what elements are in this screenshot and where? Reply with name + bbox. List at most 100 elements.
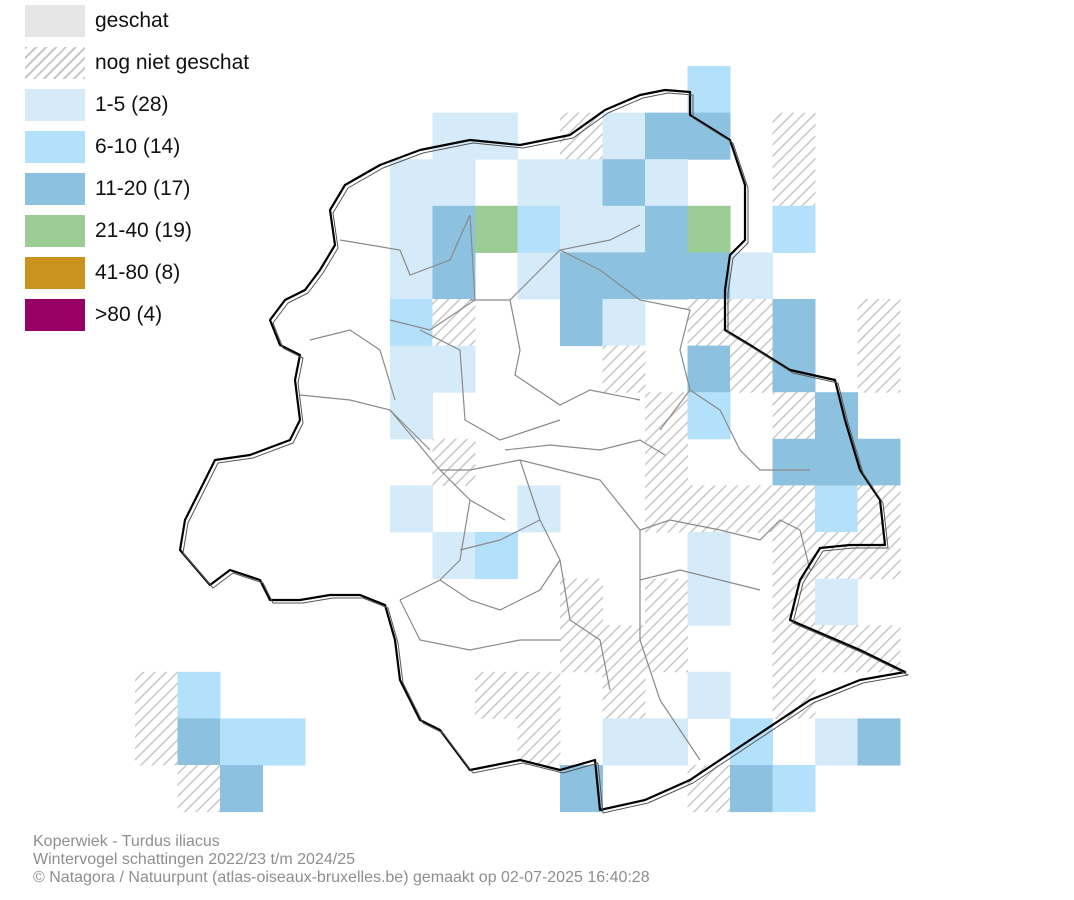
grid-cell-1-5 [815, 718, 858, 766]
legend-item-21-40: 21-40 (19) [25, 210, 345, 252]
grid-cell-6-10 [475, 532, 518, 580]
grid-cell-11-20 [602, 159, 646, 207]
grid-cell-1-5 [730, 252, 773, 300]
grid-cell-11-20 [687, 345, 731, 393]
grid-cell-6-10 [517, 205, 561, 253]
grid-cell-not-estimated [815, 532, 858, 580]
grid-cell-not-estimated [432, 299, 476, 347]
legend-label: 11-20 (17) [95, 177, 191, 200]
grid-cell-11-20 [772, 438, 816, 486]
grid-cell-not-estimated [645, 485, 688, 533]
grid-cell-1-5 [687, 532, 731, 580]
grid-cell-not-estimated [857, 625, 901, 673]
grid-cell-not-estimated [687, 299, 731, 347]
grid-cells [135, 66, 901, 813]
legend-label: 6-10 (14) [95, 135, 181, 158]
grid-cell-11-20 [432, 205, 476, 253]
grid-cell-not-estimated [730, 485, 773, 533]
grid-cell-11-20 [177, 718, 221, 766]
copyright-line: © Natagora / Natuurpunt (atlas-oiseaux-b… [33, 869, 650, 886]
grid-cell-6-10 [772, 205, 816, 253]
grid-cell-6-10 [220, 718, 263, 766]
legend-item-11-20: 11-20 (17) [25, 168, 345, 210]
grid-cell-1-5 [432, 159, 476, 207]
grid-cell-1-5 [560, 159, 603, 207]
grid-cell-1-5 [517, 159, 561, 207]
grid-cell-1-5 [645, 159, 688, 207]
grid-cell-1-5 [687, 578, 731, 626]
grid-cell-1-5 [390, 205, 433, 253]
grid-cell-1-5 [602, 718, 646, 766]
grid-cell-not-estimated [857, 532, 901, 580]
grid-cell-not-estimated [432, 438, 476, 486]
grid-cell-11-20 [432, 252, 476, 300]
grid-cell-not-estimated [772, 159, 816, 207]
legend-swatch-1-5 [25, 89, 85, 121]
grid-cell-not-estimated [602, 345, 646, 393]
legend-label: 21-40 (19) [95, 219, 192, 242]
grid-cell-not-estimated [645, 578, 688, 626]
grid-cell-6-10 [262, 718, 306, 766]
grid-cell-1-5 [390, 485, 433, 533]
grid-cell-11-20 [815, 392, 858, 440]
legend-swatch-21-40 [25, 215, 85, 247]
grid-cell-11-20 [560, 252, 603, 300]
grid-cell-not-estimated [475, 671, 518, 719]
grid-cell-11-20 [730, 765, 773, 813]
grid-cell-not-estimated [730, 345, 773, 393]
grid-cell-1-5 [815, 578, 858, 626]
grid-cell-11-20 [857, 438, 901, 486]
region-border-shadow [182, 92, 909, 814]
legend-item-gt-80: >80 (4) [25, 294, 345, 336]
grid-cell-11-20 [772, 299, 816, 347]
grid-cell-11-20 [815, 438, 858, 486]
grid-cell-1-5 [390, 252, 433, 300]
grid-cell-not-estimated [857, 485, 901, 533]
legend-item-1-5: 1-5 (28) [25, 84, 345, 126]
region-border [178, 88, 907, 812]
grid-cell-11-20 [220, 765, 263, 813]
grid-cell-1-5 [645, 718, 688, 766]
grid-cell-11-20 [645, 112, 688, 160]
grid-cell-1-5 [687, 671, 731, 719]
legend-label: >80 (4) [95, 303, 163, 326]
grid-cell-11-20 [857, 718, 901, 766]
grid-cell-not-estimated [815, 625, 858, 673]
grid-cell-not-estimated [772, 485, 816, 533]
grid-cell-not-estimated [772, 112, 816, 160]
grid-cell-not-estimated [517, 671, 561, 719]
grid-cell-1-5 [390, 345, 433, 393]
legend-label: nog niet geschat [95, 51, 250, 74]
grid-cell-not-estimated [602, 671, 646, 719]
grid-cell-11-20 [687, 252, 731, 300]
municipality-borders [299, 214, 811, 761]
legend-item-geschat: geschat [25, 0, 345, 42]
dataset-description: Wintervogel schattingen 2022/23 t/m 2024… [33, 851, 355, 868]
legend-label: 1-5 (28) [95, 93, 169, 116]
grid-cell-1-5 [602, 112, 646, 160]
grid-cell-not-estimated [857, 345, 901, 393]
grid-cell-not-estimated [177, 765, 221, 813]
legend-swatch-geschat [25, 5, 85, 37]
grid-cell-11-20 [645, 252, 688, 300]
legend-item-6-10: 6-10 (14) [25, 126, 345, 168]
grid-cell-not-estimated [772, 625, 816, 673]
grid-cell-1-5 [432, 532, 476, 580]
grid-cell-not-estimated [645, 392, 688, 440]
grid-cell-not-estimated [730, 299, 773, 347]
grid-cell-not-estimated [772, 392, 816, 440]
grid-cell-6-10 [772, 765, 816, 813]
legend-label: geschat [95, 9, 169, 32]
grid-cell-1-5 [517, 252, 561, 300]
legend-swatch-11-20 [25, 173, 85, 205]
grid-cell-not-estimated [560, 625, 603, 673]
legend-swatch-41-80 [25, 257, 85, 289]
grid-cell-11-20 [560, 299, 603, 347]
grid-cell-1-5 [560, 205, 603, 253]
grid-cell-21-40 [475, 205, 518, 253]
grid-cell-1-5 [390, 159, 433, 207]
grid-cell-1-5 [475, 112, 518, 160]
grid-cell-not-estimated [135, 718, 178, 766]
map-caption: Koperwiek - Turdus iliacus Wintervogel s… [33, 833, 650, 887]
